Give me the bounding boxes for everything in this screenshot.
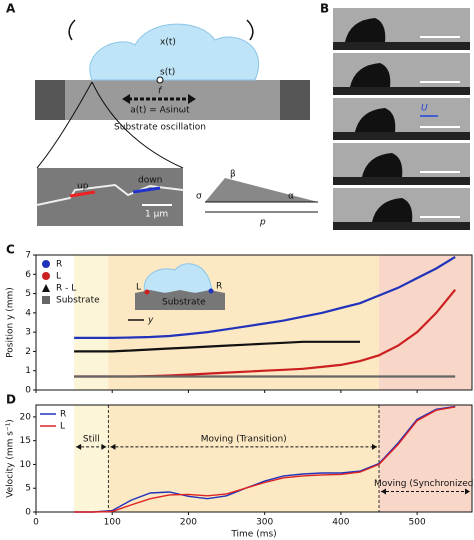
panel-label: C <box>6 243 15 257</box>
legend-marker <box>42 296 50 304</box>
annotation-text: Moving (Transition) <box>201 434 287 444</box>
legend-marker <box>42 272 50 280</box>
sawtooth-tooth <box>205 178 318 202</box>
y-tick-label: 1 <box>25 366 31 376</box>
inset-schematic: L R Substrate y <box>128 263 225 326</box>
label-s: s(t) <box>160 68 175 78</box>
legend-marker <box>42 284 50 292</box>
scale-bars <box>420 36 460 218</box>
y-tick-label: 0 <box>25 508 31 518</box>
annotation-text: Still <box>83 434 100 444</box>
down-face <box>132 186 161 194</box>
annotation-text: Moving (Synchronized) <box>374 479 474 489</box>
inset-left-point <box>144 289 150 295</box>
y-tick-label: 3 <box>25 328 31 338</box>
inset-droplet <box>143 263 213 294</box>
phase-region <box>379 405 472 512</box>
inset-label: R <box>216 282 222 292</box>
substrates <box>333 42 470 230</box>
inset-right-point <box>208 288 214 294</box>
droplet <box>89 23 260 81</box>
y-tick-label: 0 <box>25 386 31 396</box>
label-p: p <box>259 218 266 228</box>
series-line <box>74 255 456 339</box>
series-line <box>74 340 360 353</box>
y-tick-label: 15 <box>20 436 31 446</box>
x-tick-label: 0 <box>33 518 39 528</box>
legend-label: L <box>56 272 61 282</box>
legend-label: R <box>56 260 62 270</box>
series-line <box>74 406 456 513</box>
vibration-marks <box>68 19 254 41</box>
formula: a(t) = Asinωt <box>130 106 190 116</box>
phase-region <box>74 405 109 512</box>
legend-marker <box>42 260 50 268</box>
y-tick-label: 5 <box>25 484 31 494</box>
inset-label: y <box>147 316 154 326</box>
x-tick-label: 200 <box>180 518 197 528</box>
sem-profile <box>36 183 184 206</box>
y-tick-label: 7 <box>25 251 31 261</box>
label-alpha: α <box>288 192 294 202</box>
y-tick-label: 20 <box>20 412 32 422</box>
label-x: x(t) <box>160 38 176 48</box>
up-face <box>69 190 96 198</box>
caption: Substrate oscillation <box>114 123 206 133</box>
y-axis-label: Position y (mm) <box>6 287 16 358</box>
plot-frame <box>35 254 473 391</box>
x-tick-label: 500 <box>409 518 426 528</box>
inset-substrate <box>135 290 225 310</box>
y-axis-label: Velocity (mm s⁻¹) <box>6 419 16 498</box>
x-tick-label: 400 <box>332 518 349 528</box>
phase-region <box>108 405 380 512</box>
inset-label: Substrate <box>162 298 206 308</box>
label-u: U <box>421 104 428 114</box>
label-up: up <box>77 182 89 192</box>
y-tick-label: 5 <box>25 289 31 299</box>
panel-a: A x(t) s(t) f a(t) = Asinωt Substrate os… <box>6 2 318 228</box>
phase-region <box>74 255 109 390</box>
label-f: f <box>158 87 163 97</box>
x-tick-label: 300 <box>256 518 273 528</box>
sem-image <box>37 168 183 226</box>
plot-frame <box>35 404 473 513</box>
drops <box>345 18 413 222</box>
label-beta: β <box>230 170 236 180</box>
panel-label: A <box>6 2 16 16</box>
legend-label: Substrate <box>56 296 100 306</box>
y-tick-label: 10 <box>20 460 32 470</box>
x-axis-label: Time (ms) <box>230 530 276 540</box>
contact-point <box>156 76 164 84</box>
panel-b: B U <box>320 2 470 230</box>
y-tick-label: 2 <box>25 347 31 357</box>
label-down: down <box>138 176 162 186</box>
scale-label: 1 µm <box>145 210 168 220</box>
panel-label: B <box>320 2 329 16</box>
series-line <box>74 405 456 513</box>
x-tick-label: 100 <box>104 518 121 528</box>
y-tick-label: 4 <box>25 308 31 318</box>
y-tick-label: 6 <box>25 270 31 280</box>
label-sigma: σ <box>196 192 202 202</box>
panel-label: D <box>6 393 16 407</box>
legend-label: L <box>60 422 65 432</box>
legend-label: R - L <box>56 284 76 294</box>
arrow-heads <box>122 94 196 104</box>
zoom-lines <box>36 81 184 169</box>
legend-label: R <box>60 410 66 420</box>
inset-label: L <box>136 283 141 293</box>
